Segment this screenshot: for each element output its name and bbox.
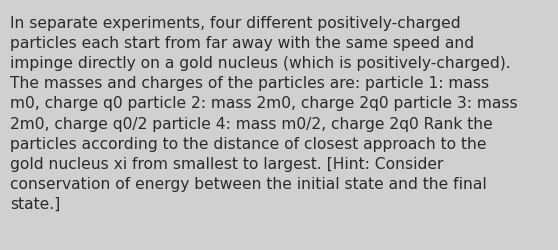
- Text: In separate experiments, four different positively-charged
particles each start : In separate experiments, four different …: [10, 16, 518, 211]
